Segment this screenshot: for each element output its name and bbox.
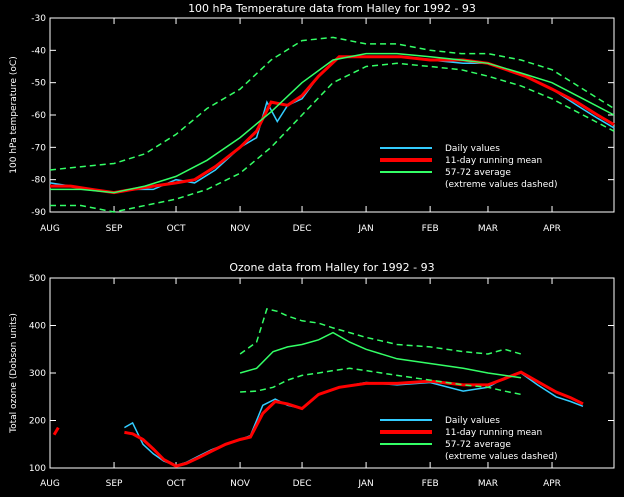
x-tick-label: DEC xyxy=(293,479,312,489)
legend-label: Daily values xyxy=(445,144,500,154)
chart-title: 100 hPa Temperature data from Halley for… xyxy=(188,2,476,15)
x-tick-label: APR xyxy=(543,479,561,489)
x-tick-label: JAN xyxy=(357,479,373,489)
series-line-5 xyxy=(52,426,60,436)
x-tick-label: FEB xyxy=(422,479,439,489)
y-tick-label: -30 xyxy=(31,14,46,24)
chart-title: Ozone data from Halley for 1992 - 93 xyxy=(229,261,434,274)
y-tick-label: 400 xyxy=(29,322,46,332)
x-tick-label: JAN xyxy=(357,224,373,234)
legend-label: 57-72 average xyxy=(445,168,511,178)
ozone-panel: Ozone data from Halley for 1992 - 93 Tota… xyxy=(9,261,615,489)
x-tick-label: APR xyxy=(543,224,561,234)
series-line-4 xyxy=(50,62,615,213)
y-tick-label: 200 xyxy=(29,417,46,427)
y-axis-label: Total ozone (Dobson units) xyxy=(9,313,19,434)
x-tick-label: AUG xyxy=(40,224,60,234)
y-tick-label: -90 xyxy=(31,208,46,218)
legend-label: 11-day running mean xyxy=(445,428,542,438)
chart-legend: Daily values 11-day running mean 57-72 ave… xyxy=(380,144,557,190)
plot-frame xyxy=(49,277,615,469)
x-tick-label: MAR xyxy=(478,479,498,489)
series-line-1 xyxy=(50,55,615,195)
y-axis-label: 100 hPa temperature (oC) xyxy=(9,56,19,173)
x-tick-label: OCT xyxy=(167,479,186,489)
series-line-2 xyxy=(50,52,615,194)
y-tick-label: -80 xyxy=(31,176,46,186)
series-line-2 xyxy=(239,331,522,379)
series-line-3 xyxy=(49,36,615,171)
chart-legend: Daily values 11-day running mean 57-72 ave… xyxy=(380,416,557,462)
y-tick-label: -60 xyxy=(31,111,46,121)
x-tick-label: OCT xyxy=(167,224,186,234)
legend-label: 11-day running mean xyxy=(445,156,542,166)
legend-label: (extreme values dashed) xyxy=(445,452,557,462)
y-tick-label: 100 xyxy=(29,464,46,474)
y-tick-label: -70 xyxy=(31,143,46,153)
y-tick-label: -50 xyxy=(31,79,46,89)
y-tick-label: 300 xyxy=(29,369,46,379)
x-tick-label: SEP xyxy=(106,224,123,234)
legend-label: Daily values xyxy=(445,416,500,426)
y-tick-label: 500 xyxy=(29,274,46,284)
temperature-panel: 100 hPa Temperature data from Halley for… xyxy=(9,2,615,234)
x-tick-label: FEB xyxy=(422,224,439,234)
y-tick-label: -40 xyxy=(31,46,46,56)
x-tick-label: AUG xyxy=(40,479,60,489)
series-line-3 xyxy=(239,308,522,355)
x-tick-label: NOV xyxy=(230,479,251,489)
x-tick-label: MAR xyxy=(478,224,498,234)
legend-label: (extreme values dashed) xyxy=(445,180,557,190)
x-tick-label: DEC xyxy=(293,224,312,234)
legend-label: 57-72 average xyxy=(445,440,511,450)
x-tick-label: NOV xyxy=(230,224,251,234)
series-line-4 xyxy=(240,367,522,396)
x-tick-label: SEP xyxy=(106,479,123,489)
